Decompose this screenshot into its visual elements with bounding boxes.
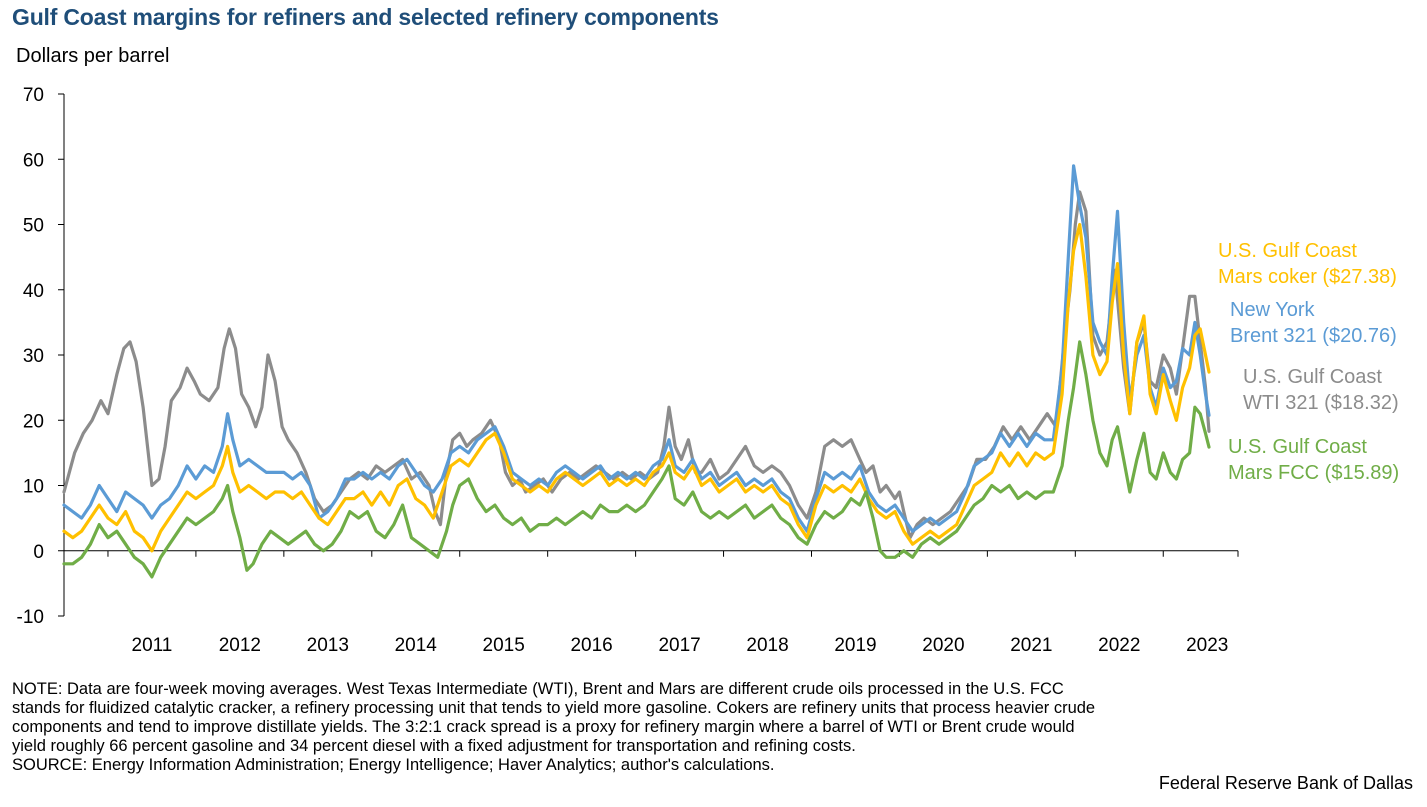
series-lines <box>62 164 1211 579</box>
x-tick-label: 2019 <box>834 635 876 656</box>
legend-entry-line: U.S. Gulf Coast <box>1218 240 1357 262</box>
legend-entry-line: New York <box>1230 299 1315 321</box>
legend-entry-line: Brent 321 ($20.76) <box>1230 325 1397 347</box>
chart-title: Gulf Coast margins for refiners and sele… <box>12 4 719 30</box>
note-line: components and tend to improve distillat… <box>12 718 1075 736</box>
y-tick-label: -10 <box>17 607 44 628</box>
y-tick-label: 50 <box>23 216 44 237</box>
y-axis-label: Dollars per barrel <box>16 45 170 67</box>
x-tick-label: 2015 <box>483 635 525 656</box>
y-tick-label: 20 <box>23 411 44 432</box>
line-chart: -10 0 10 20 30 40 50 60 70 2011 2012 2013 2014 2015 20… <box>17 85 1400 656</box>
note-line: stands for fluidized catalytic cracker, … <box>12 699 1096 717</box>
chart-note: NOTE: Data are four-week moving averages… <box>12 680 1392 775</box>
legend-entry-line: U.S. Gulf Coast <box>1243 366 1382 388</box>
axes: -10 0 10 20 30 40 50 60 70 2011 2012 2013 2014 2015 20… <box>17 85 1239 656</box>
note-line: yield roughly 66 percent gasoline and 34… <box>12 737 856 755</box>
series-line <box>62 190 1211 540</box>
series-line <box>62 340 1211 579</box>
x-tick-label: 2016 <box>570 635 612 656</box>
x-tick-label: 2022 <box>1098 635 1140 656</box>
y-tick-label: 40 <box>23 281 44 302</box>
y-tick-label: 30 <box>23 346 44 367</box>
legend-entry: U.S. Gulf Coast WTI 321 ($18.32) <box>1243 366 1399 414</box>
x-tick-label: 2018 <box>746 635 788 656</box>
x-tick-label: 2011 <box>132 635 173 656</box>
y-tick-label: 0 <box>33 542 44 563</box>
series-line <box>62 222 1211 553</box>
legend-entry: U.S. Gulf Coast Mars coker ($27.38) <box>1218 240 1397 288</box>
legend-entry-line: Mars coker ($27.38) <box>1218 266 1397 288</box>
x-tick-label: 2020 <box>922 635 964 656</box>
x-tick-label: 2013 <box>307 635 349 656</box>
source-line: SOURCE: Energy Information Administratio… <box>12 756 775 774</box>
note-line: NOTE: Data are four-week moving averages… <box>12 680 1064 698</box>
y-tick-label: 10 <box>23 477 44 498</box>
x-tick-label: 2021 <box>1010 635 1052 656</box>
x-tick-label: 2012 <box>219 635 261 656</box>
legend-entry: U.S. Gulf Coast Mars FCC ($15.89) <box>1228 436 1399 484</box>
legend-entry-line: WTI 321 ($18.32) <box>1243 392 1399 414</box>
y-tick-label: 60 <box>23 150 44 171</box>
series-line <box>62 164 1211 533</box>
x-tick-label: 2014 <box>395 635 438 656</box>
credit: Federal Reserve Bank of Dallas <box>1158 773 1413 793</box>
legend-entry: New York Brent 321 ($20.76) <box>1230 299 1397 347</box>
x-tick-label: 2023 <box>1186 635 1228 656</box>
x-tick-label: 2017 <box>658 635 700 656</box>
legend: U.S. Gulf Coast WTI 321 ($18.32) New York B… <box>1218 240 1399 484</box>
legend-entry-line: U.S. Gulf Coast <box>1228 436 1367 458</box>
y-tick-label: 70 <box>23 85 44 106</box>
legend-entry-line: Mars FCC ($15.89) <box>1228 462 1399 484</box>
